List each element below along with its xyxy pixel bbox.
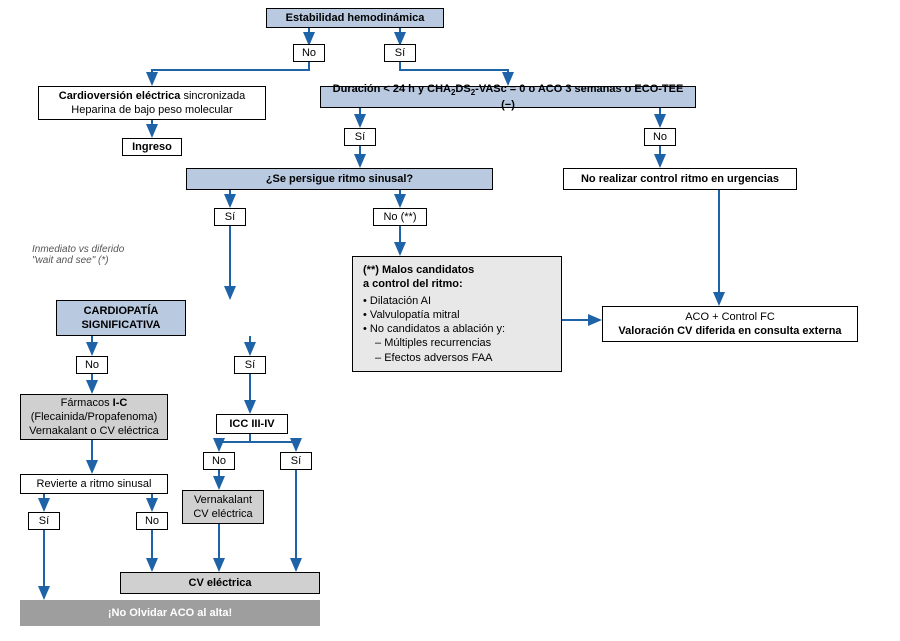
malos-title: (**) Malos candidatosa control del ritmo… bbox=[363, 263, 474, 292]
cardiopatia-l1: CARDIOPATÍA bbox=[84, 304, 159, 318]
dur-no: No bbox=[644, 128, 676, 146]
icc-no: No bbox=[203, 452, 235, 470]
malos-sub-0: – Múltiples recurrencias bbox=[363, 336, 491, 350]
icc-box: ICC III-IV bbox=[216, 414, 288, 434]
cardioversion-l1t: sincronizada bbox=[180, 90, 245, 102]
sin-no: No (**) bbox=[373, 208, 427, 226]
no-control-box: No realizar control ritmo en urgencias bbox=[563, 168, 797, 190]
farmacos-l3: Vernakalant o CV eléctrica bbox=[29, 424, 159, 438]
card-si: Sí bbox=[234, 356, 266, 374]
icc-si: Sí bbox=[280, 452, 312, 470]
cardioversion-l2: Heparina de bajo peso molecular bbox=[71, 103, 232, 117]
rev-si-label: Sí bbox=[39, 514, 49, 528]
ingreso-box: Ingreso bbox=[122, 138, 182, 156]
dur-si: Sí bbox=[344, 128, 376, 146]
note-wait-l2: "wait and see" (*) bbox=[32, 255, 162, 266]
hemo-stability-label: Estabilidad hemodinámica bbox=[286, 11, 425, 25]
hs-no-label: No bbox=[302, 46, 316, 60]
hs-si-label: Sí bbox=[395, 46, 405, 60]
malos-item-2: • No candidatos a ablación y: bbox=[363, 322, 505, 336]
card-si-label: Sí bbox=[245, 358, 255, 372]
aco-control-l1: ACO + Control FC bbox=[685, 310, 775, 324]
rev-no-label: No bbox=[145, 514, 159, 528]
vernakalant-l2: CV eléctrica bbox=[193, 507, 252, 521]
card-no-label: No bbox=[85, 358, 99, 372]
icc-si-label: Sí bbox=[291, 454, 301, 468]
sin-si-label: Sí bbox=[225, 210, 235, 224]
note-wait-l1: Inmediato vs diferido bbox=[32, 244, 162, 255]
cv-electrica-label: CV eléctrica bbox=[189, 576, 252, 590]
card-no: No bbox=[76, 356, 108, 374]
dur-no-label: No bbox=[653, 130, 667, 144]
revierte-label: Revierte a ritmo sinusal bbox=[37, 477, 152, 491]
cardioversion-l1b: Cardioversión eléctrica bbox=[59, 90, 181, 102]
duration-box: Duración < 24 h y CHA2DS2-VASc = 0 o ACO… bbox=[320, 86, 696, 108]
sin-si: Sí bbox=[214, 208, 246, 226]
hs-si: Sí bbox=[384, 44, 416, 62]
revierte-box: Revierte a ritmo sinusal bbox=[20, 474, 168, 494]
malos-box: (**) Malos candidatosa control del ritmo… bbox=[352, 256, 562, 372]
hemo-stability: Estabilidad hemodinámica bbox=[266, 8, 444, 28]
icc-label: ICC III-IV bbox=[229, 417, 274, 431]
farmacos-box: Fármacos I-C (Flecainida/Propafenoma) Ve… bbox=[20, 394, 168, 440]
rev-si: Sí bbox=[28, 512, 60, 530]
no-olvidar-label: ¡No Olvidar ACO al alta! bbox=[108, 606, 232, 620]
aco-control-l2: Valoración CV diferida en consulta exter… bbox=[618, 324, 841, 338]
cardiopatia-l2: SIGNIFICATIVA bbox=[81, 318, 160, 332]
cardiopatia-box: CARDIOPATÍA SIGNIFICATIVA bbox=[56, 300, 186, 336]
sin-no-label: No (**) bbox=[383, 210, 416, 224]
sinusal-label: ¿Se persigue ritmo sinusal? bbox=[266, 172, 413, 186]
dur-si-label: Sí bbox=[355, 130, 365, 144]
malos-item-0: • Dilatación AI bbox=[363, 294, 431, 308]
no-olvidar-box: ¡No Olvidar ACO al alta! bbox=[20, 600, 320, 626]
no-control-label: No realizar control ritmo en urgencias bbox=[581, 172, 779, 186]
malos-sub-1: – Efectos adversos FAA bbox=[363, 351, 492, 365]
duration-text: Duración < 24 h y CHA2DS2-VASc = 0 o ACO… bbox=[329, 82, 687, 113]
vernakalant-l1: Vernakalant bbox=[194, 493, 252, 507]
farmacos-l1: Fármacos I-C bbox=[61, 396, 128, 410]
note-wait: Inmediato vs diferido "wait and see" (*) bbox=[32, 244, 162, 266]
ingreso-label: Ingreso bbox=[132, 140, 172, 154]
cardioversion-box: Cardioversión eléctrica sincronizada Hep… bbox=[38, 86, 266, 120]
aco-control-box: ACO + Control FC Valoración CV diferida … bbox=[602, 306, 858, 342]
rev-no: No bbox=[136, 512, 168, 530]
vernakalant-box: Vernakalant CV eléctrica bbox=[182, 490, 264, 524]
hs-no: No bbox=[293, 44, 325, 62]
icc-no-label: No bbox=[212, 454, 226, 468]
cv-electrica-box: CV eléctrica bbox=[120, 572, 320, 594]
malos-item-1: • Valvulopatía mitral bbox=[363, 308, 460, 322]
sinusal-box: ¿Se persigue ritmo sinusal? bbox=[186, 168, 493, 190]
farmacos-l2: (Flecainida/Propafenoma) bbox=[31, 410, 158, 424]
